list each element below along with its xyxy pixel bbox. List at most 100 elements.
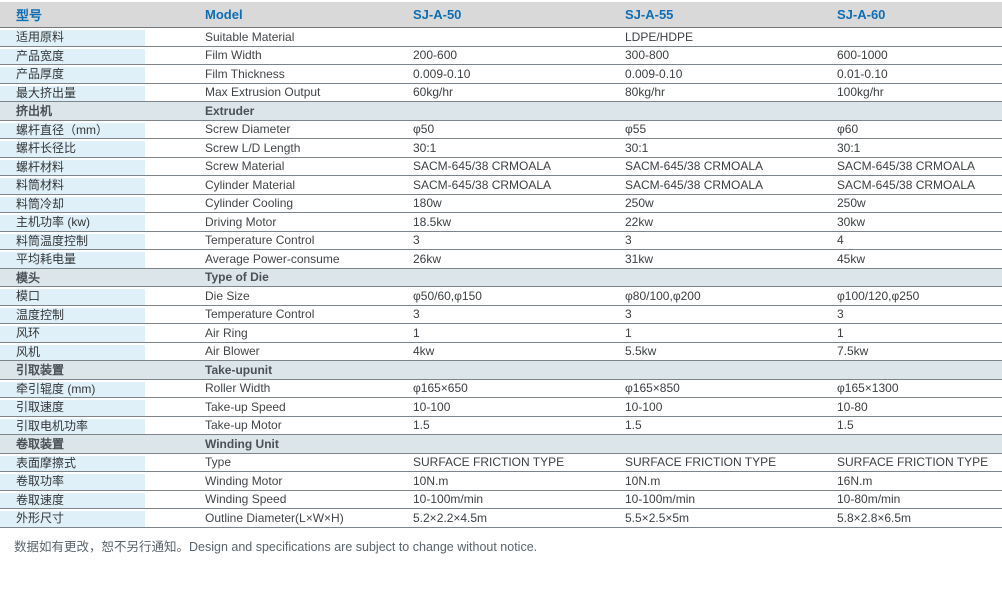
- cell-value-sj-a-60: 1: [837, 325, 844, 340]
- column-header-model-3: SJ-A-60: [837, 7, 886, 22]
- row-label-en: Take-up Motor: [205, 418, 282, 433]
- table-row: 风环 Air Ring 1 1 1: [0, 324, 1002, 343]
- row-label-cell-cn: 卷取功率: [0, 472, 145, 490]
- cell-value-sj-a-55: SURFACE FRICTION TYPE: [625, 455, 777, 470]
- row-label-cell-cn: 料筒冷却: [0, 194, 145, 212]
- cell-value-sj-a-55: 80kg/hr: [625, 85, 666, 100]
- row-label-cn: 表面摩擦式: [16, 455, 77, 470]
- row-label-en: Screw L/D Length: [205, 140, 301, 155]
- cell-value-sj-a-50: 200-600: [413, 48, 458, 63]
- row-label-en: Die Size: [205, 288, 250, 303]
- cell-value-sj-a-55: φ55: [625, 122, 647, 137]
- row-label-cell-cn: 螺杆长径比: [0, 139, 145, 157]
- row-label-cn: 模口: [16, 289, 41, 304]
- cell-value-sj-a-50: 3: [413, 307, 420, 322]
- row-label-cn: 适用原料: [16, 30, 65, 45]
- cell-value-sj-a-60: 600-1000: [837, 48, 888, 63]
- table-row: 料筒温度控制 Temperature Control 3 3 4: [0, 231, 1002, 250]
- row-label-cell-cn: 风环: [0, 324, 145, 342]
- cell-value-sj-a-60: SACM-645/38 CRMOALA: [837, 177, 976, 192]
- section-label-cn: 挤出机: [16, 104, 53, 119]
- row-label-cell-cn: 牵引辊度 (mm): [0, 379, 145, 397]
- table-row: 产品宽度 Film Width 200-600 300-800 600-1000: [0, 46, 1002, 65]
- row-label-en: Average Power-consume: [205, 251, 340, 266]
- cell-value-sj-a-60: 16N.m: [837, 473, 873, 488]
- table-row: 料筒冷却 Cylinder Cooling 180w 250w 250w: [0, 194, 1002, 213]
- row-label-en: Roller Width: [205, 381, 271, 396]
- table-row: 风机 Air Blower 4kw 5.5kw 7.5kw: [0, 342, 1002, 361]
- row-label-en: Temperature Control: [205, 233, 315, 248]
- cell-value-sj-a-55: 1: [625, 325, 632, 340]
- section-row: 卷取装置 Winding Unit: [0, 435, 1002, 454]
- cell-value-sj-a-50: 30:1: [413, 140, 437, 155]
- row-label-cn: 温度控制: [16, 307, 65, 322]
- cell-value-sj-a-50: 60kg/hr: [413, 85, 454, 100]
- row-label-en: Max Extrusion Output: [205, 85, 321, 100]
- table-row: 外形尺寸 Outline Diameter(L×W×H) 5.2×2.2×4.5…: [0, 509, 1002, 528]
- cell-value-sj-a-55: SACM-645/38 CRMOALA: [625, 159, 764, 174]
- cell-value-sj-a-50: 1: [413, 325, 420, 340]
- spec-table: 型号 Model SJ-A-50 SJ-A-55 SJ-A-60 适用原料 Su…: [0, 2, 1002, 528]
- table-row: 模口 Die Size φ50/60,φ150 φ80/100,φ200 φ10…: [0, 287, 1002, 306]
- cell-value-sj-a-60: 5.8×2.8×6.5m: [837, 510, 912, 525]
- section-label-en: Winding Unit: [205, 436, 279, 451]
- row-label-cell-cn: 料筒材料: [0, 176, 145, 194]
- row-label-en: Screw Material: [205, 159, 285, 174]
- row-label-cn: 引取电机功率: [16, 418, 89, 433]
- table-row: 牵引辊度 (mm) Roller Width φ165×650 φ165×850…: [0, 379, 1002, 398]
- cell-value-sj-a-55: 0.009-0.10: [625, 66, 683, 81]
- row-label-cell-cn: 螺杆直径（mm）: [0, 120, 145, 138]
- section-label-en: Extruder: [205, 103, 255, 118]
- cell-value-sj-a-60: 30kw: [837, 214, 866, 229]
- table-row: 适用原料 Suitable Material LDPE/HDPE: [0, 28, 1002, 47]
- cell-value-sj-a-50: 3: [413, 233, 420, 248]
- row-label-en: Type: [205, 455, 232, 470]
- row-label-cell-cn: 料筒温度控制: [0, 231, 145, 249]
- cell-value-sj-a-50: 180w: [413, 196, 442, 211]
- cell-value-sj-a-50: φ165×650: [413, 381, 468, 396]
- row-label-cell-cn: 表面摩擦式: [0, 453, 145, 471]
- row-label-cn: 牵引辊度 (mm): [16, 381, 96, 396]
- cell-value-sj-a-55: SACM-645/38 CRMOALA: [625, 177, 764, 192]
- table-row: 卷取速度 Winding Speed 10-100m/min 10-100m/m…: [0, 490, 1002, 509]
- row-label-cn: 料筒材料: [16, 178, 65, 193]
- row-label-cn: 料筒冷却: [16, 196, 65, 211]
- cell-value-sj-a-50: 10-100: [413, 399, 451, 414]
- cell-value-sj-a-50: SACM-645/38 CRMOALA: [413, 159, 552, 174]
- cell-value-sj-a-60: 0.01-0.10: [837, 66, 888, 81]
- cell-value-sj-a-60: 10-80: [837, 399, 868, 414]
- cell-value-sj-a-60: 45kw: [837, 251, 866, 266]
- cell-value-sj-a-60: 30:1: [837, 140, 861, 155]
- row-label-en: Take-up Speed: [205, 399, 286, 414]
- cell-value-sj-a-55: 5.5kw: [625, 344, 657, 359]
- section-label-cn: 模头: [16, 270, 41, 285]
- row-label-cell-cn: 卷取速度: [0, 490, 145, 508]
- cell-value-sj-a-55: 22kw: [625, 214, 654, 229]
- cell-value-sj-a-50: 0.009-0.10: [413, 66, 471, 81]
- row-label-cn: 外形尺寸: [16, 511, 65, 526]
- table-row: 料筒材料 Cylinder Material SACM-645/38 CRMOA…: [0, 176, 1002, 195]
- section-row: 模头 Type of Die: [0, 268, 1002, 287]
- row-label-en: Film Width: [205, 48, 262, 63]
- column-header-type-cn: 型号: [16, 8, 43, 23]
- row-label-cn: 卷取功率: [16, 474, 65, 489]
- row-label-cn: 引取速度: [16, 400, 65, 415]
- row-label-en: Film Thickness: [205, 66, 285, 81]
- column-header-model: Model: [205, 7, 243, 22]
- disclaimer-note: 数据如有更改，恕不另行通知。Design and specifications …: [14, 540, 538, 554]
- cell-value-sj-a-60: φ165×1300: [837, 381, 899, 396]
- cell-value-sj-a-50: 18.5kw: [413, 214, 452, 229]
- cell-value-sj-a-50: φ50/60,φ150: [413, 288, 482, 303]
- cell-value-sj-a-60: 7.5kw: [837, 344, 869, 359]
- cell-value-sj-a-60: 250w: [837, 196, 866, 211]
- table-row: 产品厚度 Film Thickness 0.009-0.10 0.009-0.1…: [0, 65, 1002, 84]
- row-label-cell-cn: 外形尺寸: [0, 509, 145, 527]
- cell-value-sj-a-55: 5.5×2.5×5m: [625, 510, 690, 525]
- cell-value-sj-a-55: 31kw: [625, 251, 654, 266]
- cell-value-sj-a-55: 1.5: [625, 418, 642, 433]
- row-label-en: Winding Motor: [205, 473, 283, 488]
- row-label-cell-cn: 平均耗电量: [0, 250, 145, 268]
- section-label-en: Take-upunit: [205, 362, 273, 377]
- row-label-cn: 主机功率 (kw): [16, 215, 90, 230]
- cell-value-sj-a-55: φ80/100,φ200: [625, 288, 701, 303]
